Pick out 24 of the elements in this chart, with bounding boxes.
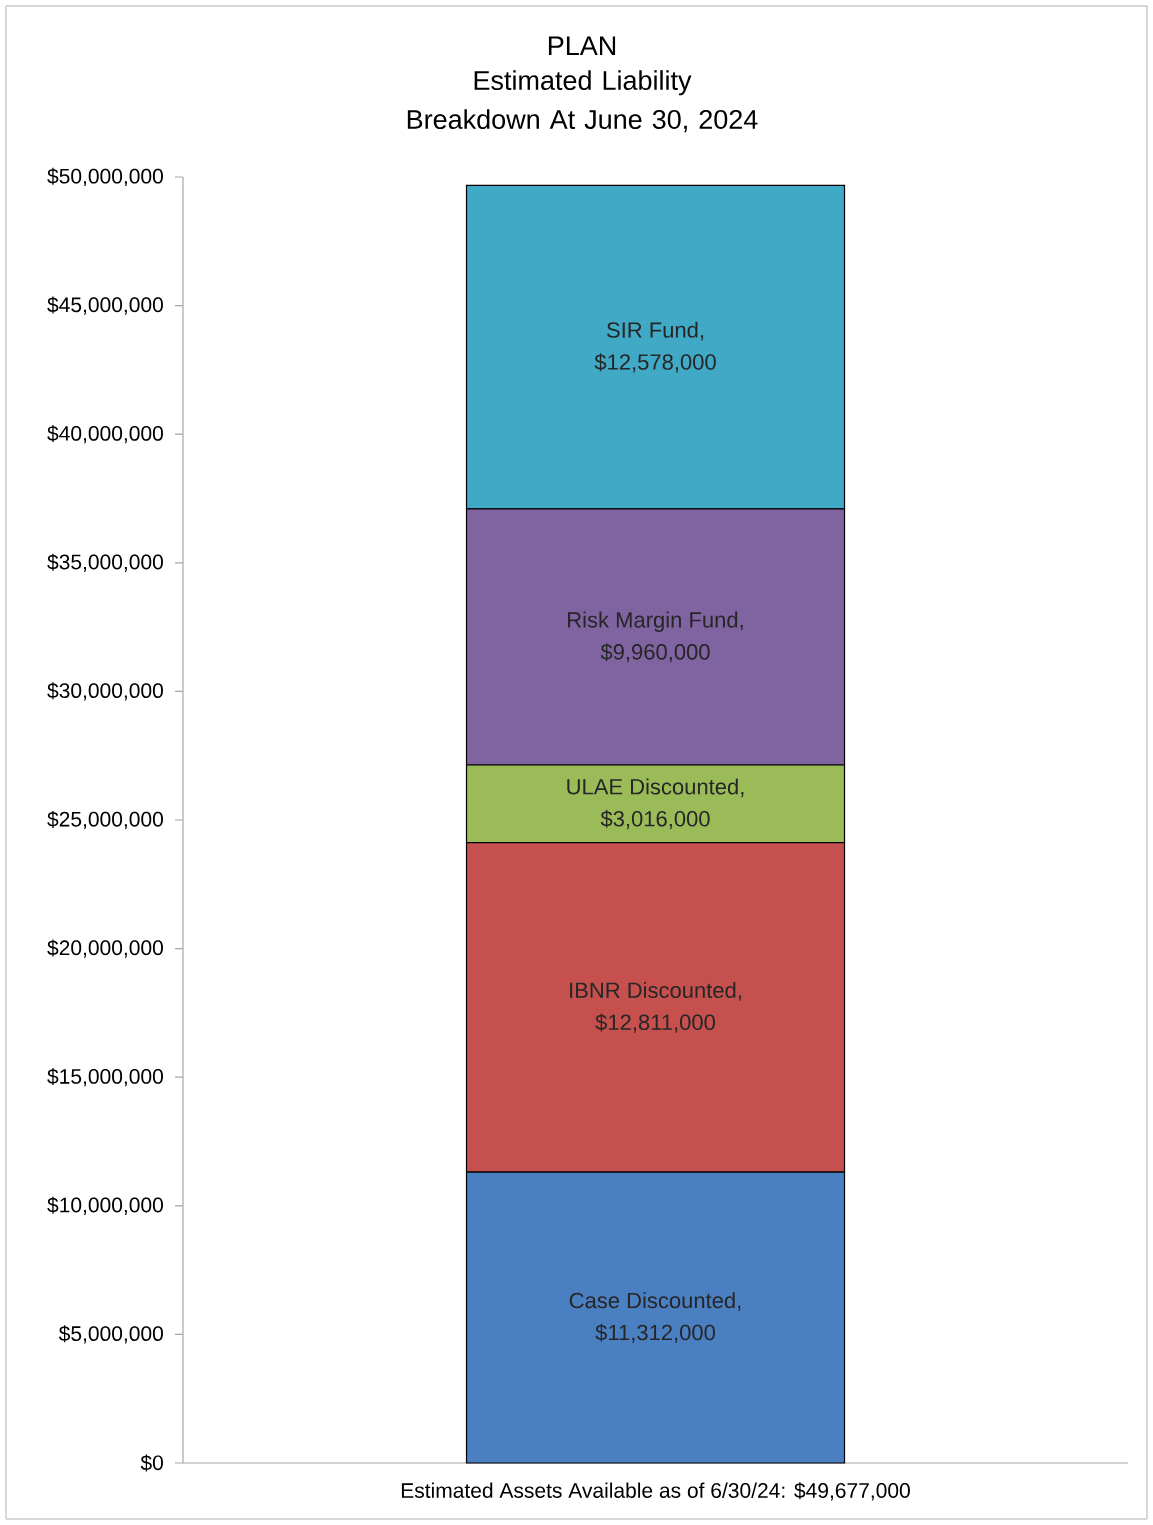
series-label: ULAE Discounted, xyxy=(567,778,744,798)
data-label: $11,312,000 xyxy=(595,1323,715,1343)
x-tick-label: Estimated Assets Available as of 6/30/24: $49,677,000 xyxy=(401,1482,910,1501)
y-tick-label: $5,000,000 xyxy=(58,1325,163,1344)
data-label: $12,811,000 xyxy=(595,1013,715,1033)
y-tick-label: $35,000,000 xyxy=(47,553,163,572)
data-label: $12,578,000 xyxy=(594,353,716,373)
y-tick-label: $50,000,000 xyxy=(47,167,163,187)
y-tick-label: $0 xyxy=(140,1454,163,1472)
y-tick-label: $15,000,000 xyxy=(47,1068,163,1087)
data-label: $9,960,000 xyxy=(600,643,710,663)
series-label: Case Discounted, xyxy=(569,1292,741,1311)
y-tick-label: $25,000,000 xyxy=(47,810,163,830)
y-tick-label: $10,000,000 xyxy=(47,1196,163,1215)
y-tick-label: $20,000,000 xyxy=(47,939,163,958)
series-label: IBNR Discounted, xyxy=(570,981,741,1001)
y-tick-label: $30,000,000 xyxy=(47,682,163,701)
y-tick-label: $45,000,000 xyxy=(47,296,163,315)
series-label: SIR Fund, xyxy=(606,321,704,341)
series-label: Risk Margin Fund, xyxy=(568,611,743,633)
chart-subtitle: Estimated Liability Breakdown At June 30, 2024 xyxy=(407,70,758,133)
data-label: $3,016,000 xyxy=(600,810,710,830)
y-tick-label: $40,000,000 xyxy=(47,425,163,444)
chart-title: PLAN xyxy=(548,36,616,55)
